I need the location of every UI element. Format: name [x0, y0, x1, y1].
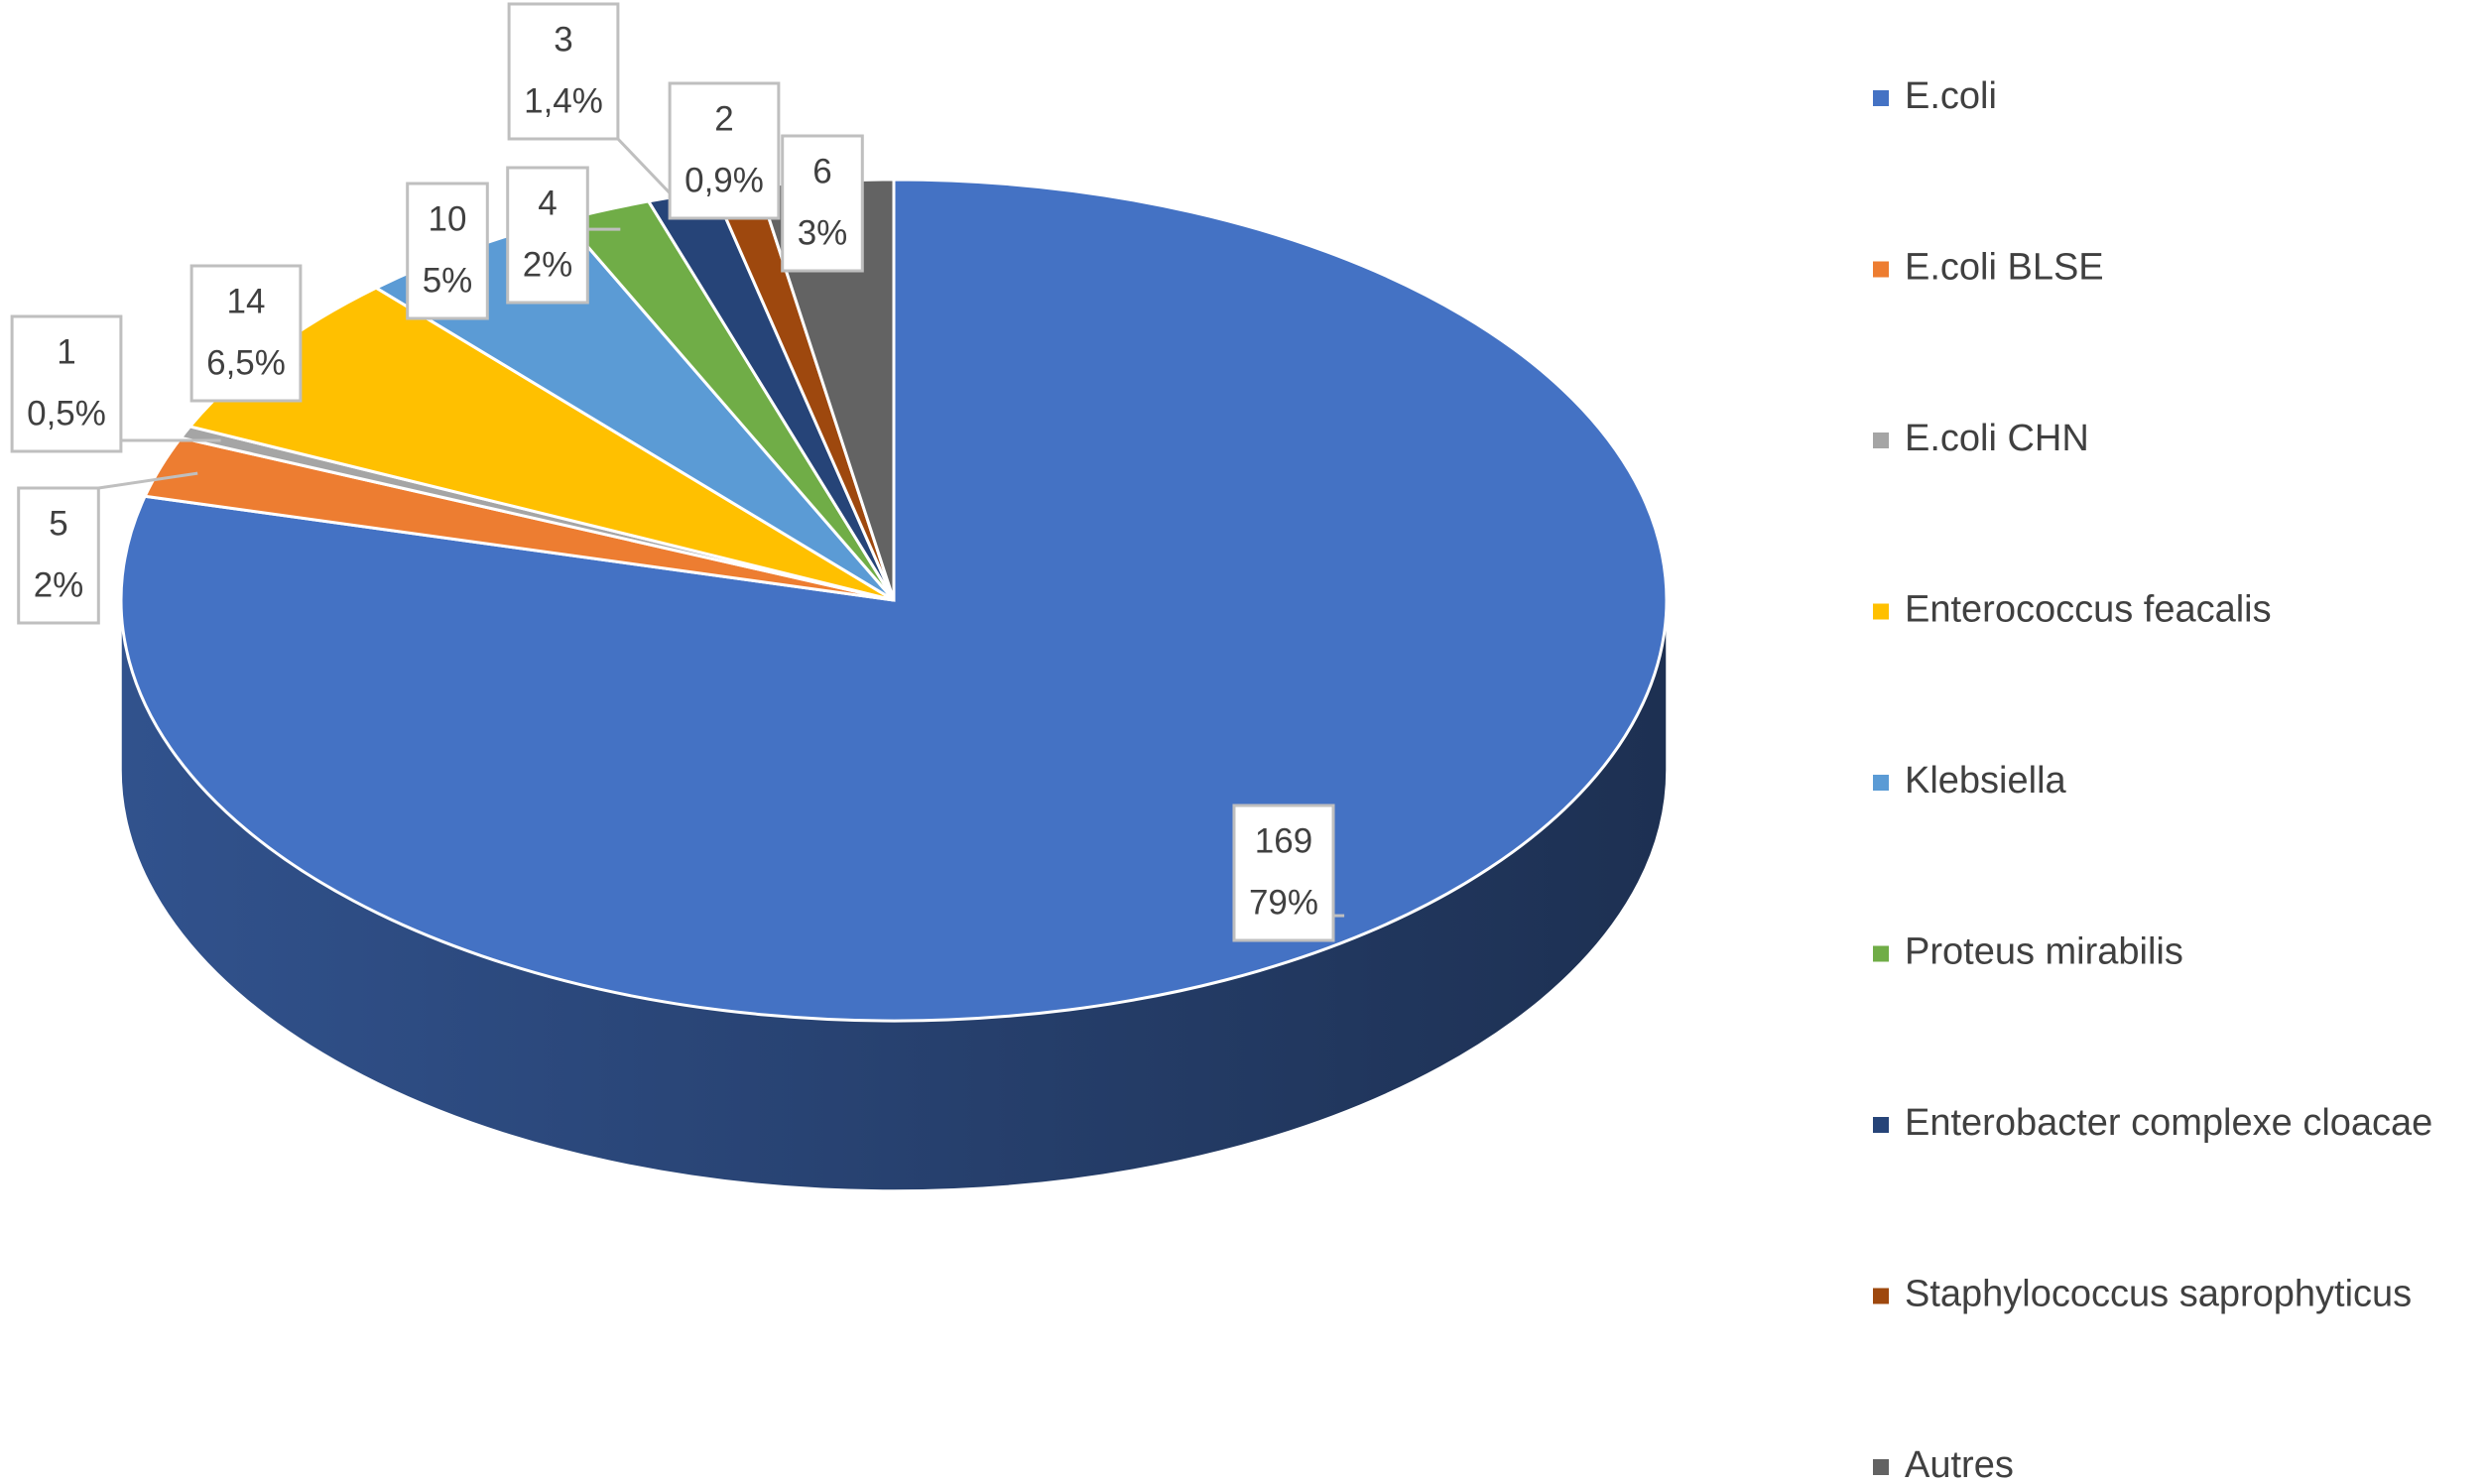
- label-box: [781, 134, 864, 273]
- label-count: 2: [714, 99, 733, 138]
- label-percent: 1,4%: [524, 81, 603, 120]
- label-box: [507, 2, 620, 141]
- legend-label: Autres: [1905, 1444, 2014, 1484]
- label-percent: 0,9%: [684, 161, 764, 199]
- legend-swatch: [1873, 261, 1889, 278]
- legend-swatch: [1873, 775, 1889, 791]
- leader-line: [98, 471, 198, 490]
- legend-swatch: [1873, 945, 1889, 962]
- label-count: 4: [538, 184, 557, 222]
- legend-swatch: [1873, 433, 1889, 448]
- legend-swatch: [1873, 1459, 1889, 1475]
- legend-swatch: [1873, 603, 1889, 620]
- label-count: 6: [812, 152, 831, 190]
- legend: E.coli E.coli BLSE E.coli CHN Enterococcus …: [1873, 75, 2432, 1484]
- legend-label: Enterobacter complexe cloacae: [1905, 1102, 2432, 1144]
- label-box: [189, 264, 303, 403]
- label-percent: 79%: [1249, 883, 1318, 922]
- label-count: 10: [429, 199, 467, 238]
- legend-swatch: [1873, 1288, 1889, 1304]
- data-labels: 169 79% 5 2% 1 0,5% 14 6,5% 10 5% 4 2% 3 1,4% 2 0,9% 6 3%: [10, 2, 1345, 942]
- label-box: [17, 486, 100, 625]
- label-box: [668, 81, 781, 220]
- legend-label: Staphylococcus saprophyticus: [1905, 1274, 2412, 1315]
- legend-label: E.coli CHN: [1905, 418, 2089, 459]
- label-count: 3: [554, 20, 572, 59]
- legend-label: E.coli: [1905, 75, 1997, 117]
- legend-swatch: [1873, 1117, 1889, 1133]
- label-count: 14: [227, 282, 266, 320]
- label-box: [10, 314, 123, 453]
- label-percent: 0,5%: [27, 394, 106, 433]
- legend-swatch: [1873, 90, 1889, 106]
- legend-label: Proteus mirabilis: [1905, 931, 2183, 973]
- pie-top: [119, 178, 1669, 1023]
- label-count: 169: [1255, 821, 1312, 860]
- label-percent: 5%: [423, 261, 473, 300]
- legend-label: E.coli BLSE: [1905, 247, 2104, 289]
- label-percent: 2%: [34, 565, 84, 604]
- label-count: 5: [49, 504, 67, 543]
- label-percent: 3%: [798, 213, 848, 252]
- label-percent: 2%: [523, 245, 573, 284]
- label-percent: 6,5%: [206, 343, 286, 382]
- legend-label: Enterococcus feacalis: [1905, 589, 2272, 631]
- label-box: [406, 182, 489, 320]
- legend-label: Klebsiella: [1905, 760, 2067, 802]
- label-count: 1: [57, 332, 75, 371]
- label-box: [1232, 804, 1335, 942]
- label-box: [506, 166, 589, 305]
